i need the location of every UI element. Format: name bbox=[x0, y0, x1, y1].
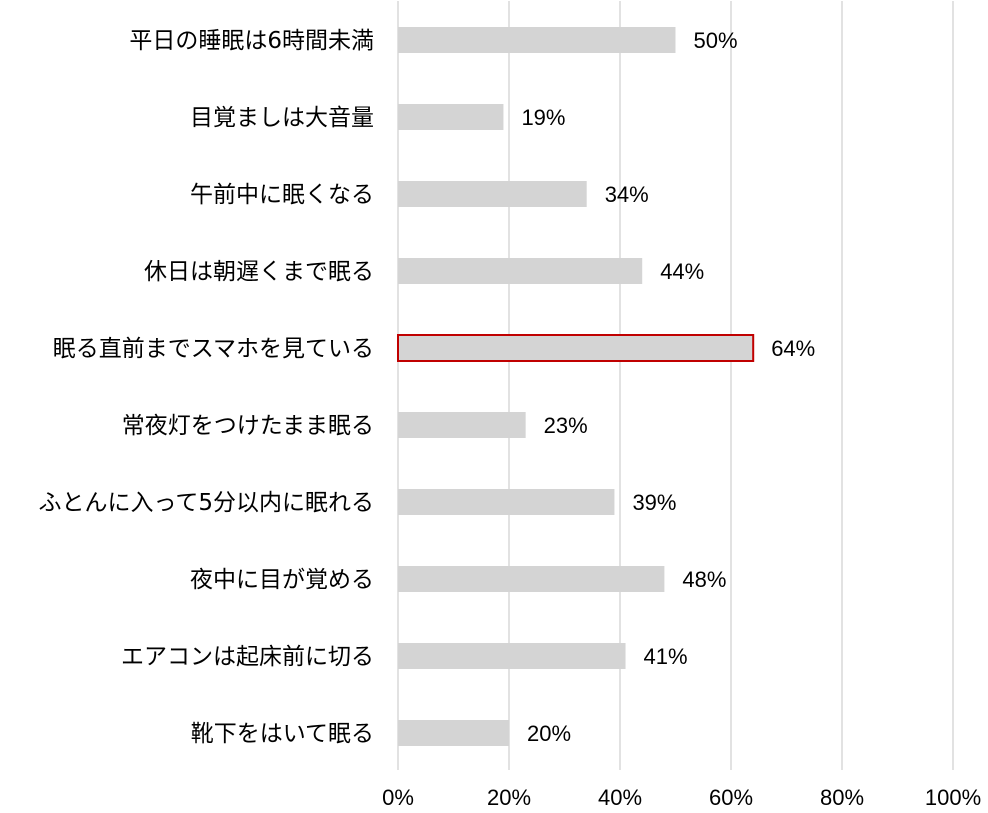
x-tick-label: 100% bbox=[925, 785, 981, 810]
category-label: 常夜灯をつけたまま眠る bbox=[122, 413, 374, 439]
bar bbox=[398, 27, 676, 53]
category-label: 休日は朝遅くまで眠る bbox=[144, 259, 374, 285]
bar bbox=[398, 258, 643, 284]
bar bbox=[398, 489, 615, 515]
data-label: 44% bbox=[660, 259, 704, 284]
bar bbox=[398, 643, 626, 669]
gridlines bbox=[397, 1, 954, 770]
data-label: 48% bbox=[682, 567, 726, 592]
bars bbox=[397, 27, 755, 746]
bar bbox=[398, 104, 504, 130]
value-labels: 50% 19% 34% 44% 64% 23% 39% 48% 41% 20% bbox=[521, 28, 815, 746]
data-label: 64% bbox=[771, 336, 815, 361]
data-label: 41% bbox=[644, 644, 688, 669]
category-label: ふとんに入って5分以内に眠れる bbox=[39, 490, 374, 516]
category-label: 午前中に眠くなる bbox=[190, 182, 374, 208]
data-label: 19% bbox=[521, 105, 565, 130]
data-label: 34% bbox=[605, 182, 649, 207]
data-label: 23% bbox=[544, 413, 588, 438]
x-axis-ticks: 0% 20% 40% 60% 80% 100% bbox=[382, 785, 981, 810]
x-tick-label: 0% bbox=[382, 785, 414, 810]
bar bbox=[398, 412, 526, 438]
category-label: 目覚ましは大音量 bbox=[190, 105, 374, 131]
bar bbox=[398, 720, 509, 746]
bar bbox=[398, 566, 665, 592]
category-label: 靴下をはいて眠る bbox=[191, 721, 374, 747]
category-label: エアコンは起床前に切る bbox=[121, 644, 374, 670]
data-label: 20% bbox=[527, 721, 571, 746]
data-label: 39% bbox=[632, 490, 676, 515]
category-label: 眠る直前までスマホを見ている bbox=[53, 336, 374, 362]
data-label: 50% bbox=[694, 28, 738, 53]
bar bbox=[398, 181, 587, 207]
x-tick-label: 20% bbox=[487, 785, 531, 810]
x-tick-label: 80% bbox=[820, 785, 864, 810]
x-tick-label: 60% bbox=[709, 785, 753, 810]
bar-highlighted bbox=[397, 334, 755, 362]
category-labels: 平日の睡眠は6時間未満目覚ましは大音量午前中に眠くなる休日は朝遅くまで眠る眠る直… bbox=[39, 28, 374, 747]
category-label: 夜中に目が覚める bbox=[190, 567, 374, 593]
x-tick-label: 40% bbox=[598, 785, 642, 810]
category-label: 平日の睡眠は6時間未満 bbox=[129, 28, 374, 54]
